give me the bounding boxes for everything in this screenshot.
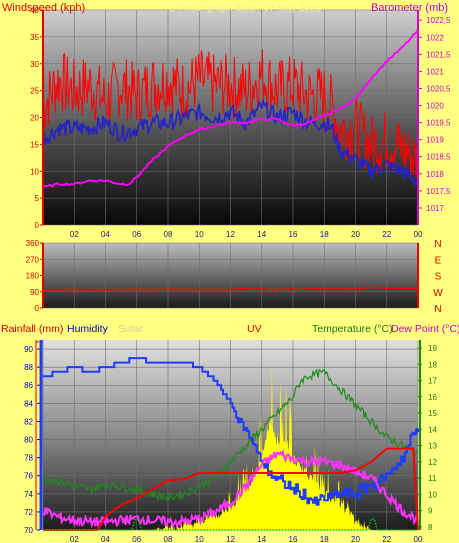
mid-y-tick-label: 90	[30, 288, 39, 297]
top-x-tick-label: 00	[414, 230, 423, 239]
top-y2-tick-label: 1020	[426, 102, 444, 111]
bot-y-tick-label: 88	[24, 363, 33, 372]
bot-x-tick-label: 00	[414, 535, 423, 543]
bot-y2-tick-label: 19	[428, 344, 437, 353]
top-y2-tick-label: 1022,5	[426, 16, 451, 25]
bot-y2-tick-label: 10	[428, 490, 437, 499]
top-x-tick-label: 16	[289, 230, 298, 239]
top-y-tick-label: 15	[30, 140, 39, 149]
top-y-tick-label: 20	[30, 114, 39, 123]
top-x-tick-label: 02	[70, 230, 79, 239]
mid-y-tick-label: 360	[26, 239, 40, 248]
bot-y2-tick-label: 11	[428, 474, 437, 483]
mid-compass-label: N	[434, 304, 441, 315]
bot-y-tick-label: 72	[24, 508, 33, 517]
bot-y-tick-label: 74	[24, 490, 33, 499]
top-y-tick-label: 35	[30, 33, 39, 42]
graph-faint-title: 24 hour graph data - 07 May 2020	[170, 3, 322, 14]
uv-series	[43, 518, 418, 531]
bot-x-tick-label: 04	[101, 535, 110, 543]
top-y2-tick-label: 1021,5	[426, 50, 451, 59]
top-y-tick-label: 25	[30, 87, 39, 96]
mid-compass-label: S	[435, 272, 442, 283]
bot-x-tick-label: 22	[382, 535, 391, 543]
humidity-label: Humidity	[67, 323, 109, 335]
bot-y-tick-label: 84	[24, 399, 33, 408]
barometer-label: Barometer (mb)	[371, 2, 448, 14]
bot-y2-tick-label: 13	[428, 442, 437, 451]
top-y-tick-label: 40	[30, 6, 39, 15]
mid-y-tick-label: 0	[35, 304, 40, 313]
dewpoint-label: Dew Point (°C)	[391, 323, 459, 335]
bot-x-tick-label: 06	[132, 535, 141, 543]
mid-compass-label: E	[435, 255, 442, 266]
top-y2-tick-label: 1021	[426, 67, 444, 76]
mid-y-tick-label: 270	[26, 255, 40, 264]
bot-y2-tick-label: 18	[428, 360, 437, 369]
bot-x-tick-label: 18	[320, 535, 329, 543]
top-y-tick-label: 5	[35, 194, 40, 203]
barometer-series	[42, 29, 419, 189]
top-y2-tick-label: 1019	[426, 136, 444, 145]
top-y2-tick-label: 1018	[426, 170, 444, 179]
bot-x-tick-label: 02	[70, 535, 79, 543]
wind-gust-series	[42, 49, 419, 187]
top-x-tick-label: 20	[351, 230, 360, 239]
wind-direction-series	[42, 286, 419, 292]
bot-x-tick-label: 20	[351, 535, 360, 543]
bot-x-tick-label: 16	[289, 535, 298, 543]
axes-layer: 051015202530354010171017,510181018,51019…	[24, 6, 451, 543]
top-x-tick-label: 06	[132, 230, 141, 239]
bot-y2-tick-label: 9	[428, 507, 433, 516]
bot-y2-tick-label: 16	[428, 393, 437, 402]
temperature-series	[42, 368, 419, 502]
mid-compass-label: N	[434, 239, 441, 250]
top-y-tick-label: 0	[35, 221, 40, 230]
bot-y-tick-label: 80	[24, 436, 33, 445]
series-layer	[42, 29, 419, 531]
top-x-tick-label: 04	[101, 230, 110, 239]
bot-y-tick-label: 82	[24, 417, 33, 426]
top-x-tick-label: 08	[164, 230, 173, 239]
top-x-tick-label: 12	[226, 230, 235, 239]
bot-x-tick-label: 12	[226, 535, 235, 543]
bot-y-tick-label: 86	[24, 381, 33, 390]
top-x-tick-label: 18	[320, 230, 329, 239]
top-y2-tick-label: 1018,5	[426, 153, 451, 162]
bot-y2-tick-label: 12	[428, 458, 437, 467]
bot-x-tick-label: 10	[195, 535, 204, 543]
solar-label: Solar	[118, 323, 143, 335]
temperature-label: Temperature (°C)	[312, 323, 393, 335]
top-x-tick-label: 14	[257, 230, 266, 239]
top-x-tick-label: 22	[382, 230, 391, 239]
bot-x-tick-label: 08	[164, 535, 173, 543]
top-x-tick-label: 10	[195, 230, 204, 239]
bot-y-tick-label: 70	[24, 526, 33, 535]
bot-y2-tick-label: 14	[428, 425, 437, 434]
top-y-tick-label: 10	[30, 167, 39, 176]
top-y2-tick-label: 1019,5	[426, 119, 451, 128]
top-y2-tick-label: 1017,5	[426, 187, 451, 196]
bot-y-tick-label: 78	[24, 454, 33, 463]
rainfall-series	[43, 447, 419, 531]
uv-label: UV	[247, 323, 262, 335]
wind-average-series	[42, 98, 419, 187]
rainfall-label: Rainfall (mm)	[1, 323, 63, 335]
windspeed-label: Windspeed (kph)	[2, 2, 85, 14]
bot-x-tick-label: 14	[257, 535, 266, 543]
mid-y-tick-label: 180	[26, 272, 40, 281]
bot-y-tick-label: 76	[24, 472, 33, 481]
top-y2-tick-label: 1020,5	[426, 84, 451, 93]
bot-y2-tick-label: 17	[428, 377, 437, 386]
solar-series	[152, 361, 372, 530]
bot-y-tick-label: 90	[24, 345, 33, 354]
bot-y2-tick-label: 15	[428, 409, 437, 418]
top-y2-tick-label: 1017	[426, 204, 444, 213]
dewpoint-series	[42, 448, 419, 530]
top-y-tick-label: 30	[30, 60, 39, 69]
bot-y2-tick-label: 8	[428, 523, 433, 532]
top-y2-tick-label: 1022	[426, 33, 444, 42]
mid-compass-label: W	[433, 288, 443, 299]
